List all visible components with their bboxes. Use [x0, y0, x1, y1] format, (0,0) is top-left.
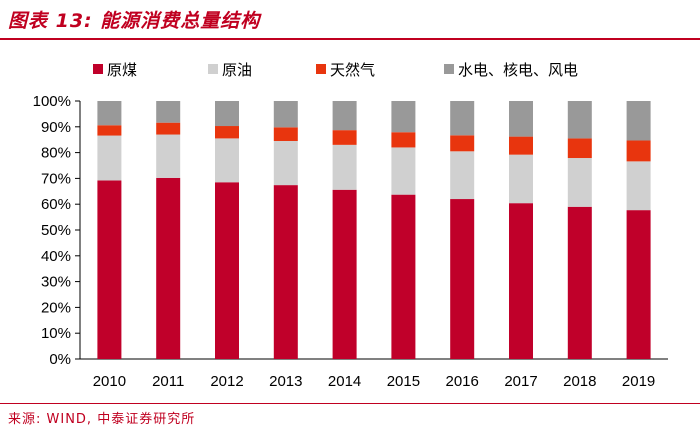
bar-segment-2015-0	[391, 194, 416, 359]
x-tick-label: 2013	[269, 373, 302, 390]
bar-segment-2013-0	[273, 185, 298, 359]
bar-segment-2012-2	[215, 126, 239, 139]
y-tick-label: 90%	[41, 119, 71, 136]
bar-segment-2013-2	[273, 127, 298, 141]
bar-segment-2016-1	[450, 151, 475, 200]
y-tick-label: 40%	[41, 248, 71, 265]
bar-segment-2016-0	[450, 199, 475, 359]
legend-swatch-1	[208, 64, 218, 74]
bar-segment-2012-3	[215, 101, 239, 127]
stacked-bar-chart: 0% 10% 20% 30% 40% 50% 60% 70% 80% 90% 100% 2010 201…	[33, 61, 668, 390]
bar-segment-2017-1	[509, 154, 533, 204]
bar-segment-2018-2	[567, 138, 592, 159]
legend-label-2: 天然气	[330, 61, 375, 79]
bar-segment-2011-1	[156, 134, 181, 178]
bar-segment-2010-3	[97, 101, 122, 126]
bar-segment-2017-2	[509, 136, 533, 155]
legend-swatch-2	[316, 64, 326, 74]
bar-segment-2018-0	[567, 206, 592, 359]
bar-segment-2019-1	[626, 161, 651, 211]
bar-segment-2011-0	[156, 177, 181, 359]
x-tick-label: 2010	[93, 373, 126, 390]
y-tick-label: 50%	[41, 222, 71, 239]
x-tick-label: 2014	[328, 373, 361, 390]
bar-segment-2011-3	[156, 101, 181, 123]
legend-swatch-0	[93, 64, 103, 74]
bar-segment-2014-3	[332, 101, 357, 131]
x-tick-label: 2017	[504, 373, 537, 390]
bar-segment-2010-0	[97, 180, 122, 359]
bar-segment-2013-1	[273, 140, 298, 186]
y-tick-label: 60%	[41, 196, 71, 213]
bar-segment-2015-1	[391, 147, 416, 195]
x-tick-label: 2016	[446, 373, 479, 390]
bar-segment-2019-3	[626, 101, 651, 141]
bar-segment-2017-3	[509, 101, 533, 137]
title-divider	[0, 38, 700, 40]
y-tick-label: 30%	[41, 274, 71, 291]
bar-segment-2018-3	[567, 101, 592, 139]
y-tick-label: 0%	[49, 351, 71, 368]
bar-segment-2014-0	[332, 189, 357, 359]
bar-segment-2010-2	[97, 125, 122, 136]
bar-segment-2010-1	[97, 135, 122, 181]
bar-segment-2011-2	[156, 122, 181, 135]
x-tick-label: 2015	[387, 373, 420, 390]
bar-segment-2018-1	[567, 158, 592, 207]
source-divider	[0, 403, 700, 404]
bar-segment-2019-2	[626, 140, 651, 162]
y-tick-label: 20%	[41, 299, 71, 316]
bar-segment-2012-0	[215, 182, 239, 359]
bar-segment-2014-1	[332, 144, 357, 190]
bar-segment-2019-0	[626, 210, 651, 359]
x-tick-label: 2018	[563, 373, 596, 390]
bar-segment-2015-2	[391, 132, 416, 148]
source-note: 来源: WIND, 中泰证券研究所	[8, 412, 196, 427]
bar-segment-2017-0	[509, 203, 533, 359]
chart-title: 图表 13: 能源消费总量结构	[8, 10, 261, 32]
bar-segment-2016-2	[450, 135, 475, 152]
bar-segment-2016-3	[450, 101, 475, 136]
y-tick-label: 80%	[41, 145, 71, 162]
bar-segment-2014-2	[332, 130, 357, 145]
bar-segment-2015-3	[391, 101, 416, 133]
legend-label-0: 原煤	[107, 61, 137, 79]
bar-segment-2012-1	[215, 138, 239, 183]
y-tick-label: 10%	[41, 325, 71, 342]
y-tick-label: 70%	[41, 170, 71, 187]
y-tick-label: 100%	[33, 93, 71, 110]
legend-swatch-3	[444, 64, 454, 74]
x-tick-label: 2012	[210, 373, 243, 390]
x-tick-label: 2019	[622, 373, 655, 390]
legend-label-1: 原油	[222, 61, 252, 79]
bar-segment-2013-3	[273, 101, 298, 128]
x-tick-label: 2011	[152, 373, 184, 390]
legend-label-3: 水电、核电、风电	[458, 61, 578, 79]
